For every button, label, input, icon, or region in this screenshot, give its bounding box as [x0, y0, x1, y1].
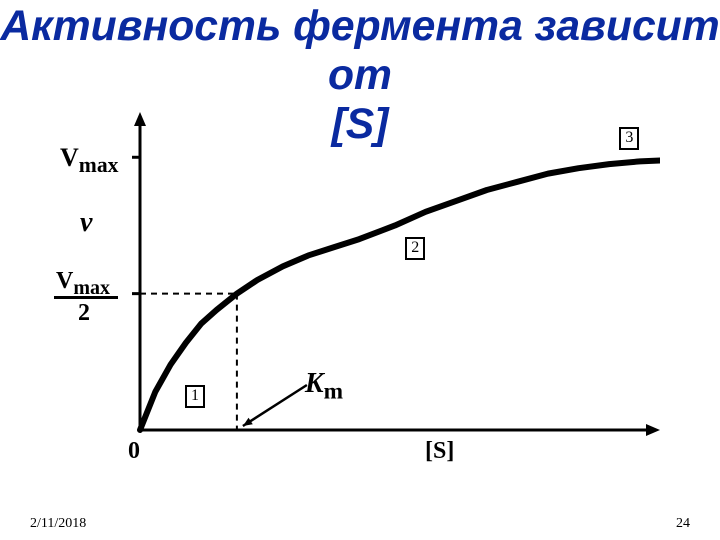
region-box-3: 3: [619, 127, 639, 150]
x-axis-label: [S]: [425, 438, 454, 465]
footer-page: 24: [676, 516, 690, 532]
y-label-v: v: [80, 207, 92, 239]
footer-date: 2/11/2018: [30, 516, 86, 532]
y-label-vmax-half-denominator: 2: [78, 300, 90, 327]
slide-footer: 2/11/2018 24: [30, 516, 690, 532]
chart-svg: [50, 110, 660, 480]
title-line-1: Активность фермента зависит от: [0, 2, 720, 100]
origin-label: 0: [128, 438, 140, 465]
km-label: Km: [305, 368, 343, 406]
region-box-1: 1: [185, 385, 205, 408]
fraction-line: [54, 296, 118, 299]
enzyme-kinetics-chart: Vmax v Vmax 2 0 [S] Km 1 2 3: [50, 110, 660, 480]
y-label-vmax: Vmax: [60, 143, 118, 178]
region-box-2: 2: [405, 237, 425, 260]
